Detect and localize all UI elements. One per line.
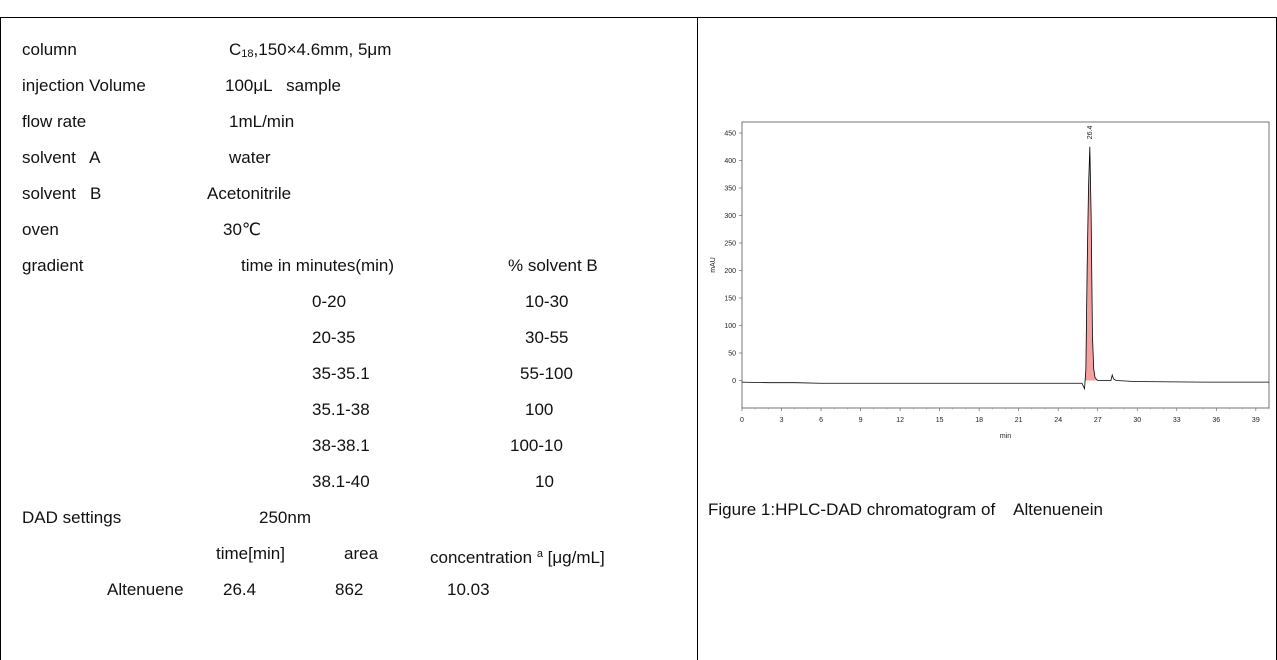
results-header-area: area: [344, 544, 379, 563]
gradient-row-b: 100-10: [510, 436, 563, 455]
gradient-label: gradient: [22, 256, 84, 275]
result-time: 26.4: [223, 580, 257, 599]
injection-value: 100μL sample: [225, 76, 341, 95]
x-tick-label: 0: [740, 417, 744, 424]
y-tick-label: 250: [724, 241, 736, 248]
y-axis-label: mAU: [710, 257, 717, 273]
table-column-divider: [697, 17, 698, 660]
x-tick-label: 15: [936, 417, 944, 424]
x-tick-label: 18: [975, 417, 983, 424]
gradient-row-b: 30-55: [525, 328, 569, 347]
x-tick-label: 36: [1212, 417, 1220, 424]
y-tick-label: 100: [724, 323, 736, 330]
y-tick-label: 200: [724, 268, 736, 275]
x-tick-label: 6: [819, 417, 823, 424]
gradient-row-b: 55-100: [520, 364, 573, 383]
y-tick-label: 50: [728, 351, 736, 358]
solvent-a-label: solvent A: [22, 148, 101, 167]
gradient-row-time: 38.1-40: [312, 472, 370, 491]
injection-label: injection Volume: [22, 76, 146, 95]
gradient-solvent-b-header: % solvent B: [508, 256, 598, 275]
gradient-row-time: 0-20: [312, 292, 347, 311]
x-tick-label: 3: [780, 417, 784, 424]
gradient-row-time: 20-35: [312, 328, 356, 347]
oven-value: 30℃: [223, 220, 262, 239]
gradient-row-time: 38-38.1: [312, 436, 370, 455]
results-header-concentration: concentration a [μg/mL]: [430, 548, 605, 567]
x-tick-label: 33: [1173, 417, 1181, 424]
oven-label: oven: [22, 220, 59, 239]
y-tick-label: 400: [724, 158, 736, 165]
gradient-time-header: time in minutes(min): [241, 256, 395, 275]
x-tick-label: 39: [1252, 417, 1260, 424]
x-tick-label: 27: [1094, 417, 1102, 424]
result-compound: Altenuene: [107, 580, 184, 599]
flow-rate-value: 1mL/min: [229, 112, 295, 131]
results-header-time: time[min]: [216, 544, 285, 563]
signal-trace: [741, 146, 1269, 391]
peak-label: 26.4: [1087, 126, 1094, 140]
result-concentration: 10.03: [447, 580, 490, 599]
flow-rate-label: flow rate: [22, 112, 87, 131]
solvent-b-label: solvent B: [22, 184, 102, 203]
y-tick-label: 450: [724, 131, 736, 138]
y-tick-label: 0: [732, 378, 736, 385]
x-tick-label: 9: [859, 417, 863, 424]
peak-area-fill: [1084, 146, 1098, 384]
x-tick-label: 24: [1054, 417, 1062, 424]
x-tick-label: 12: [896, 417, 904, 424]
chromatogram-chart: 0 3 6 9 12 15 18 21 24 27 30 33 36 39min0501001502002…: [710, 121, 1270, 440]
column-label: column: [22, 40, 77, 59]
x-tick-label: 21: [1015, 417, 1023, 424]
table-top-border: [0, 17, 1276, 18]
gradient-row-b: 100: [525, 400, 554, 419]
y-tick-label: 300: [724, 213, 736, 220]
figure-caption: Figure 1:HPLC-DAD chromatogram of Altenu…: [708, 500, 1103, 519]
gradient-row-b: 10-30: [525, 292, 569, 311]
gradient-row-time: 35.1-38: [312, 400, 370, 419]
y-tick-label: 150: [724, 296, 736, 303]
x-axis-label: min: [1000, 433, 1011, 440]
gradient-row-b: 10: [535, 472, 554, 491]
dad-settings-label: DAD settings: [22, 508, 122, 527]
table-left-border: [0, 17, 1, 660]
result-area: 862: [335, 580, 364, 599]
solvent-b-value: Acetonitrile: [207, 184, 292, 203]
column-value: C18,150×4.6mm, 5μm: [229, 40, 392, 60]
solvent-a-value: water: [229, 148, 271, 167]
gradient-row-time: 35-35.1: [312, 364, 370, 383]
plot-area-frame: [741, 121, 1270, 409]
y-tick-label: 350: [724, 186, 736, 193]
dad-settings-value: 250nm: [259, 508, 311, 527]
x-tick-label: 30: [1133, 417, 1141, 424]
